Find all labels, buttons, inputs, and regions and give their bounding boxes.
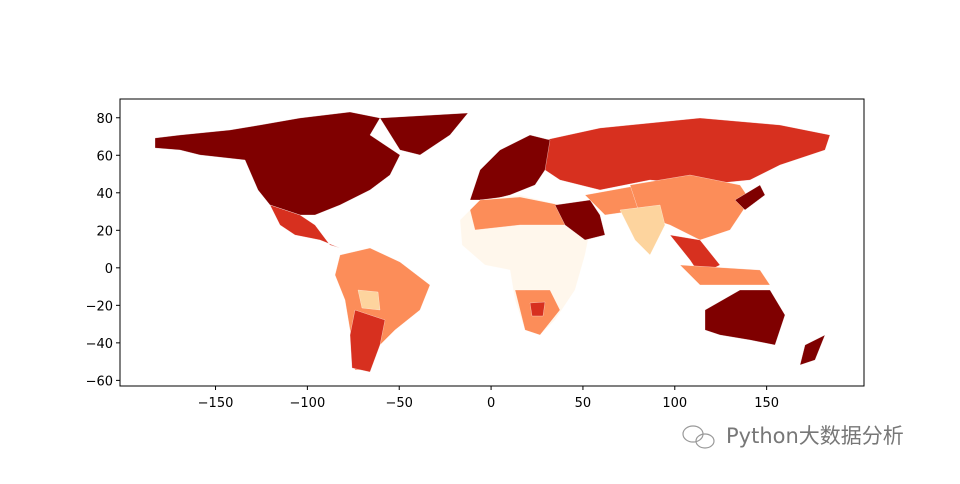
russia [544, 117, 831, 191]
south-america [334, 247, 431, 371]
x-tick-label: −50 [386, 396, 413, 411]
new-zealand [799, 334, 826, 366]
x-tick-label: −100 [290, 396, 326, 411]
x-tick-label: 0 [487, 396, 495, 411]
north-africa [469, 196, 566, 231]
watermark-icon [682, 425, 715, 449]
south-africa-detail [529, 301, 546, 317]
axes-frame [119, 98, 865, 387]
central-america [269, 204, 341, 249]
x-tick-label: −150 [198, 396, 234, 411]
india [619, 204, 666, 256]
europe [469, 134, 551, 201]
africa [459, 194, 591, 336]
bolivia [357, 289, 381, 311]
y-tick-label: 40 [96, 187, 113, 202]
north-america [154, 111, 401, 216]
southern-cone [349, 309, 386, 373]
y-tick-label: 80 [96, 112, 113, 127]
australia [704, 289, 786, 346]
y-tick-label: −40 [86, 337, 113, 352]
y-tick-label: −20 [86, 299, 113, 314]
x-tick-label: 100 [662, 396, 687, 411]
y-tick-label: 0 [105, 262, 113, 277]
x-tick-label: 150 [754, 396, 779, 411]
y-tick-label: −60 [86, 374, 113, 389]
map-land [154, 111, 831, 373]
japan [734, 184, 766, 211]
indonesia [679, 264, 771, 286]
y-tick-label: 20 [96, 224, 113, 239]
x-tick-label: 50 [575, 396, 592, 411]
greenland [379, 112, 469, 156]
watermark: Python大数据分析 [726, 424, 904, 448]
y-tick-label: 60 [96, 149, 113, 164]
